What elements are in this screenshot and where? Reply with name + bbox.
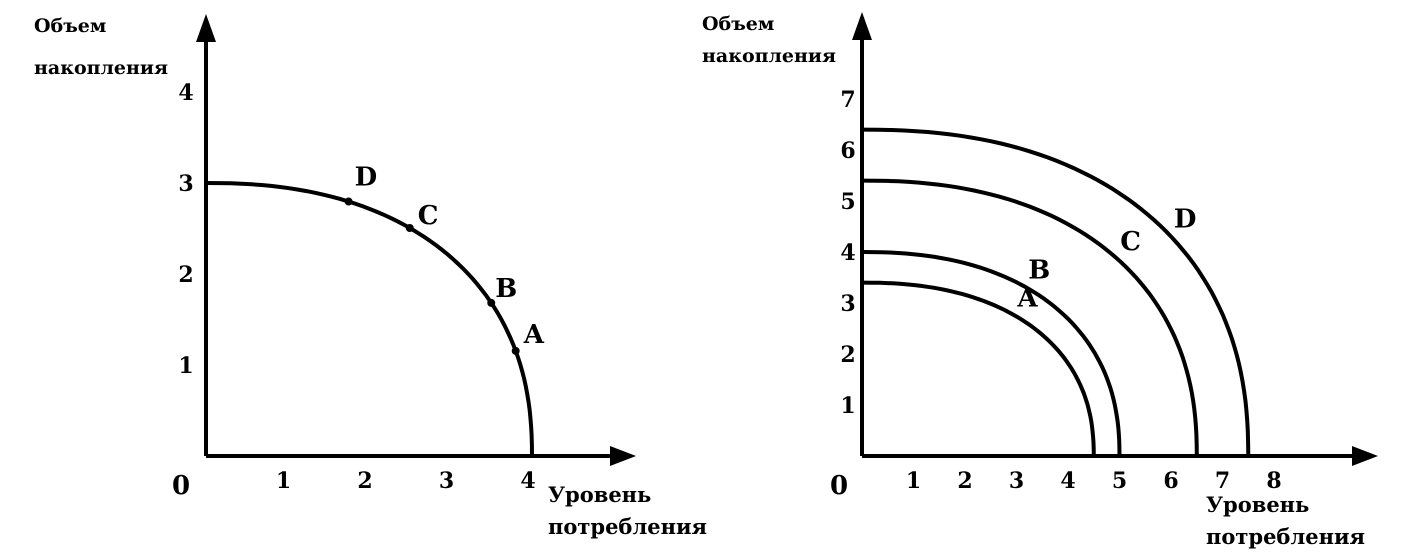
left-y-tick-label: 3 [178,171,193,197]
left-x-tick-label: 4 [520,468,535,494]
left-point-b-label: B [495,274,517,304]
right-x-axis-arrow [1352,446,1378,466]
right-y-tick-label: 3 [840,291,855,317]
right-y-tick-label: 4 [840,240,855,266]
right-x-tick-label: 2 [957,468,972,494]
left-x-tick-label: 1 [276,468,291,494]
right-curve-b-label: B [1028,255,1050,285]
left-y-tick-label: 1 [178,353,193,379]
right-curve-c-label: C [1120,227,1141,257]
left-y-label-line2: накопления [34,57,168,79]
left-point-a-marker [511,346,520,355]
left-chart: Объем накопления Уровень потребления 0 1… [34,14,707,539]
left-point-c-label: C [418,201,439,231]
left-point-d-label: D [355,163,378,193]
right-curve-a [861,280,1096,457]
left-x-label-line1: Уровень [548,482,651,507]
right-y-label-line2: накопления [702,45,836,67]
left-point-a-label: A [523,320,545,350]
right-y-tick-label: 6 [840,138,855,164]
right-y-axis-arrow [852,12,872,40]
left-x-label-line2: потребления [548,514,707,539]
right-curve-d [861,127,1251,457]
left-ppf-curve [205,181,534,457]
right-chart: Объем накопления Уровень потребления 0 1… [702,12,1378,549]
left-y-axis-arrow [196,14,216,42]
right-x-tick-label: 8 [1266,468,1281,494]
right-y-tick-label: 7 [840,87,855,113]
right-y-tick-label: 5 [840,189,855,215]
right-x-tick-label: 6 [1163,468,1178,494]
right-x-tick-label: 5 [1112,468,1127,494]
right-x-tick-label: 4 [1060,468,1075,494]
right-origin-label: 0 [830,471,848,501]
right-y-tick-label: 2 [840,342,855,368]
right-x-tick-label: 7 [1215,468,1230,494]
left-y-label-line1: Объем [34,15,106,37]
left-y-tick-label: 2 [178,262,193,288]
left-point-b-marker [487,298,496,307]
right-curve-b [861,250,1122,457]
right-x-tick-label: 3 [1009,468,1024,494]
left-point-c-marker [405,224,414,233]
left-origin-label: 0 [172,471,190,501]
left-y-tick-label: 4 [178,80,193,106]
right-y-label-line1: Объем [702,13,774,35]
right-curve-c [861,178,1199,457]
right-x-label-line2: потребления [1206,524,1365,549]
left-x-tick-label: 2 [357,468,372,494]
right-y-tick-label: 1 [840,393,855,419]
right-x-label-line1: Уровень [1206,492,1309,517]
right-x-tick-label: 1 [906,468,921,494]
right-curve-d-label: D [1174,204,1197,234]
left-x-tick-label: 3 [439,468,454,494]
left-point-d-marker [344,197,353,206]
left-x-axis-arrow [610,446,636,466]
